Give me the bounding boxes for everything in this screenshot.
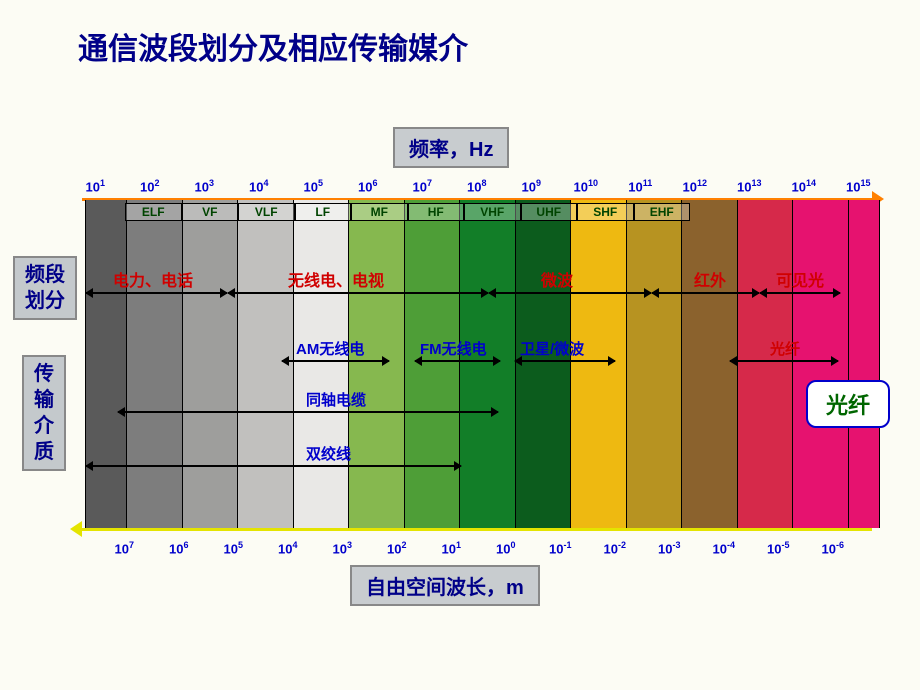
bandname-UHF: UHF [521,203,578,221]
wave-tick: 104 [261,540,316,556]
band-unnamed [848,200,880,528]
media-arrow [118,411,498,413]
range-arrow [760,292,840,294]
side-label-bands: 频段 划分 [13,256,77,320]
wave-tick: 10-1 [533,540,588,556]
band-LF [293,200,349,528]
freq-tick: 1014 [777,178,832,194]
freq-tick: 103 [177,178,232,194]
media-label: 同轴电缆 [306,389,366,410]
wavelength-axis-label: 自由空间波长，m [350,565,540,606]
band-SHF [570,200,626,528]
band-VHF [459,200,515,528]
bandname-HF: HF [408,203,465,221]
bottom-axis-arrow [82,528,872,531]
wave-tick: 102 [370,540,425,556]
freq-tick: 1010 [559,178,614,194]
wave-tick: 106 [152,540,207,556]
media-arrow [86,465,461,467]
range-arrow [228,292,488,294]
freq-tick: 105 [286,178,341,194]
wave-tick: 10-3 [642,540,697,556]
bandname-LF: LF [295,203,352,221]
range-arrow [652,292,759,294]
freq-tick: 1015 [831,178,886,194]
side-label-media: 传 输 介 质 [22,355,66,471]
range-arrow [86,292,227,294]
wave-tick: 10-6 [806,540,861,556]
page-title: 通信波段划分及相应传输媒介 [78,24,468,68]
range-label: 电力、电话 [113,267,193,291]
freq-tick: 106 [341,178,396,194]
media-label: 光纤 [770,338,800,359]
spectrum-bands [85,200,880,528]
range-arrow [489,292,651,294]
range-label: 可见光 [776,267,824,291]
freq-tick: 107 [395,178,450,194]
wave-tick: 10-4 [697,540,752,556]
fiber-callout: 光纤 [806,380,890,428]
media-arrow [515,360,615,362]
band-MF [348,200,404,528]
bandname-EHF: EHF [634,203,691,221]
bandname-VLF: VLF [238,203,295,221]
freq-tick: 1013 [722,178,777,194]
wave-tick: 107 [97,540,152,556]
wave-tick: 100 [479,540,534,556]
bandname-VHF: VHF [464,203,521,221]
freq-tick: 101 [68,178,123,194]
band-unnamed [85,200,126,528]
range-label: 红外 [694,267,726,291]
freq-axis-label: 频率，Hz [393,127,509,168]
band-VF [182,200,238,528]
media-arrow [282,360,389,362]
range-label: 无线电、电视 [288,267,384,291]
band-EHF [626,200,682,528]
media-label: AM无线电 [296,338,364,359]
bandname-SHF: SHF [577,203,634,221]
media-label: 双绞线 [306,443,351,464]
freq-tick: 108 [450,178,505,194]
band-unnamed [792,200,848,528]
bandname-ELF: ELF [125,203,182,221]
bandname-MF: MF [351,203,408,221]
wave-tick: 103 [315,540,370,556]
wave-tick: 10-5 [751,540,806,556]
band-HF [404,200,460,528]
freq-tick: 109 [504,178,559,194]
freq-tick: 102 [123,178,178,194]
freq-tick: 1012 [668,178,723,194]
freq-tick: 104 [232,178,287,194]
range-label: 微波 [541,267,573,291]
wavelength-scale: 10710610510410310210110010-110-210-310-4… [97,540,860,556]
band-ELF [126,200,182,528]
media-arrow [730,360,838,362]
media-label: 卫星/微波 [520,338,584,359]
media-label: FM无线电 [420,338,487,359]
band-UHF [515,200,571,528]
freq-tick: 1011 [613,178,668,194]
bandname-row: ELFVFVLFLFMFHFVHFUHFSHFEHF [125,203,690,221]
wave-tick: 101 [424,540,479,556]
band-unnamed [737,200,793,528]
frequency-scale: 1011021031041051061071081091010101110121… [68,178,886,194]
media-arrow [415,360,500,362]
bandname-VF: VF [182,203,239,221]
wave-tick: 105 [206,540,261,556]
wave-tick: 10-2 [588,540,643,556]
